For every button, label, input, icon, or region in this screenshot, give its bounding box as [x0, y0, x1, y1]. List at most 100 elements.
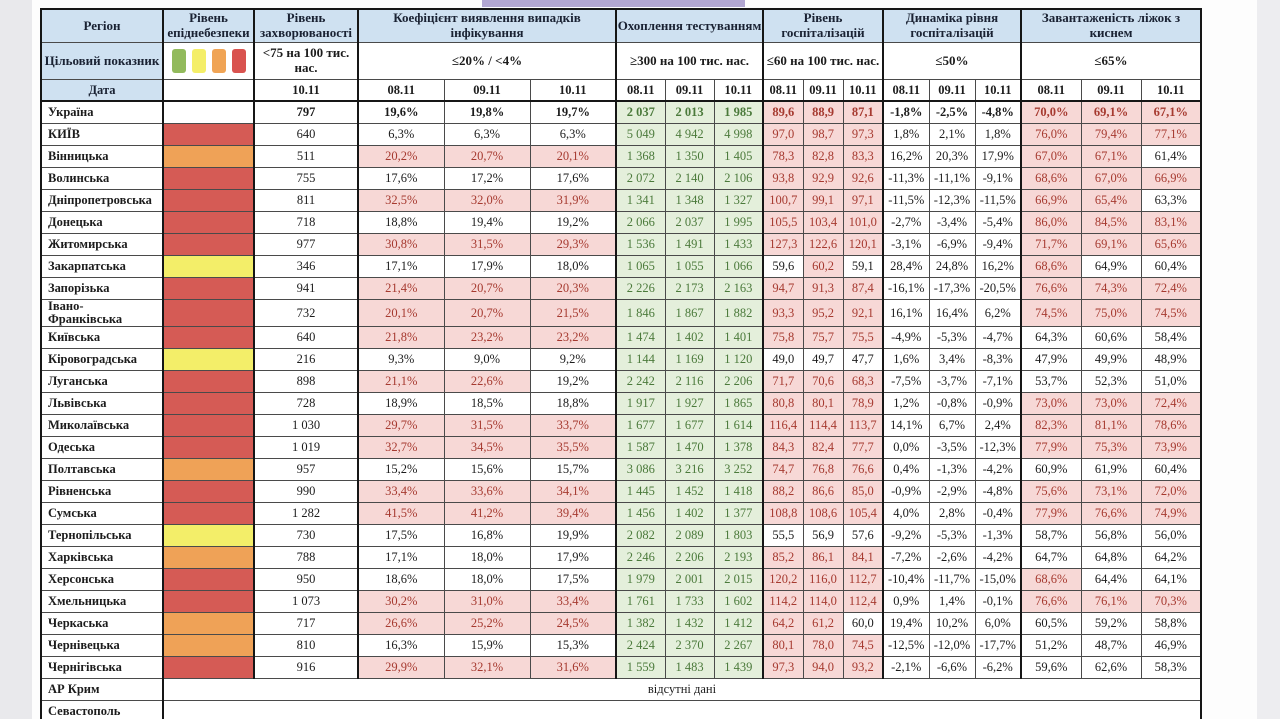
region-cell: Луганська: [40, 370, 164, 394]
value-cell: 97,3: [762, 656, 804, 680]
value-cell: 60,2: [802, 255, 844, 278]
value-cell: 113,7: [842, 414, 884, 438]
date-cell: 08.11: [615, 79, 666, 102]
value-cell: 1 559: [615, 656, 666, 680]
danger-level-cell: [162, 298, 255, 328]
value-cell: 76,1%: [1080, 590, 1142, 614]
value-cell: 76,6%: [1080, 502, 1142, 526]
danger-level-cell: [162, 392, 255, 416]
value-cell: 19,9%: [529, 524, 617, 548]
value-cell: 1 169: [664, 348, 715, 372]
date-cell: 08.11: [1020, 79, 1082, 102]
value-cell: 216: [253, 348, 359, 372]
table-row: Луганська 898 21,1% 22,6% 19,2% 2 242 2 116 2 2…: [40, 370, 1202, 394]
value-cell: 1 065: [615, 255, 666, 278]
danger-level-cell: [162, 100, 255, 124]
value-cell: 93,3: [762, 298, 804, 328]
value-cell: -2,7%: [882, 211, 930, 234]
value-cell: 17,5%: [357, 524, 445, 548]
value-cell: 76,6%: [1020, 590, 1082, 614]
date-cell: 09.11: [443, 79, 531, 102]
value-cell: 2 267: [713, 634, 764, 658]
value-cell: 29,9%: [357, 656, 445, 680]
value-cell: 19,4%: [443, 211, 531, 234]
no-data-cell: відсутні дані: [162, 678, 1202, 702]
value-cell: 2 037: [664, 211, 715, 234]
value-cell: 17,5%: [529, 568, 617, 592]
value-cell: -7,1%: [974, 370, 1022, 394]
value-cell: 1 536: [615, 233, 666, 256]
column-header-danger: Рівень епіднебезпеки: [162, 8, 255, 43]
value-cell: 2 193: [713, 546, 764, 570]
value-cell: 68,6%: [1020, 568, 1082, 592]
value-cell: -9,4%: [974, 233, 1022, 256]
value-cell: 29,7%: [357, 414, 445, 438]
value-cell: 99,1: [802, 189, 844, 212]
danger-level-cell: [162, 326, 255, 350]
value-cell: 63,3%: [1140, 189, 1202, 212]
covid-regions-table: Регіон Рівень епіднебезпеки Рівень захворю…: [40, 8, 1202, 719]
value-cell: 86,6: [802, 480, 844, 504]
region-cell: Вінницька: [40, 145, 164, 168]
value-cell: 1 433: [713, 233, 764, 256]
value-cell: 3,4%: [928, 348, 976, 372]
value-cell: 75,8: [762, 326, 804, 350]
value-cell: 67,1%: [1140, 100, 1202, 124]
table-row: Вінницька 511 20,2% 20,7% 20,1% 1 368 1 350 1 4…: [40, 145, 1202, 168]
value-cell: 730: [253, 524, 359, 548]
value-cell: 32,7%: [357, 436, 445, 460]
region-cell: Запорізька: [40, 277, 164, 300]
value-cell: 77,9%: [1020, 436, 1082, 460]
value-cell: 16,4%: [928, 298, 976, 328]
value-cell: 64,1%: [1140, 568, 1202, 592]
value-cell: -2,1%: [882, 656, 930, 680]
value-cell: -11,5%: [882, 189, 930, 212]
value-cell: 75,6%: [1020, 480, 1082, 504]
value-cell: 68,6%: [1020, 255, 1082, 278]
value-cell: 127,3: [762, 233, 804, 256]
value-cell: 70,0%: [1020, 100, 1082, 124]
value-cell: 33,4%: [357, 480, 445, 504]
date-row-label: Дата: [40, 79, 164, 102]
value-cell: 97,3: [842, 123, 884, 146]
value-cell: 511: [253, 145, 359, 168]
value-cell: 74,5%: [1140, 298, 1202, 328]
value-cell: 77,7: [842, 436, 884, 460]
value-cell: -12,0%: [928, 634, 976, 658]
value-cell: 92,1: [842, 298, 884, 328]
value-cell: 59,1: [842, 255, 884, 278]
value-cell: 91,3: [802, 277, 844, 300]
region-cell: Одеська: [40, 436, 164, 460]
value-cell: 717: [253, 612, 359, 636]
value-cell: 20,1%: [357, 298, 445, 328]
value-cell: -2,6%: [928, 546, 976, 570]
value-cell: 19,2%: [529, 211, 617, 234]
value-cell: 18,5%: [443, 392, 531, 416]
region-cell: Полтавська: [40, 458, 164, 482]
value-cell: 80,1: [762, 634, 804, 658]
value-cell: 81,1%: [1080, 414, 1142, 438]
value-cell: 58,3%: [1140, 656, 1202, 680]
date-cell: 10.11: [974, 79, 1022, 102]
value-cell: 74,5%: [1020, 298, 1082, 328]
top-strip-decoration: [482, 0, 745, 7]
danger-level-cell: [162, 277, 255, 300]
value-cell: 916: [253, 656, 359, 680]
value-cell: 64,2: [762, 612, 804, 636]
value-cell: 17,9%: [529, 546, 617, 570]
value-cell: 1 073: [253, 590, 359, 614]
value-cell: 10,2%: [928, 612, 976, 636]
value-cell: -2,5%: [928, 100, 976, 124]
danger-level-cell: [162, 480, 255, 504]
target-row-label: Цільовий показник: [40, 42, 164, 80]
region-cell: Івано- Франківська: [40, 298, 164, 328]
value-cell: 1 456: [615, 502, 666, 526]
value-cell: 73,9%: [1140, 436, 1202, 460]
value-cell: -11,5%: [974, 189, 1022, 212]
value-cell: 19,6%: [357, 100, 445, 124]
value-cell: -9,1%: [974, 167, 1022, 190]
table-row: Закарпатська 346 17,1% 17,9% 18,0% 1 065 1 055…: [40, 255, 1202, 278]
table-row: Тернопільська 730 17,5% 16,8% 19,9% 2 082 2 08…: [40, 524, 1202, 548]
value-cell: 75,5: [842, 326, 884, 350]
value-cell: 1 382: [615, 612, 666, 636]
